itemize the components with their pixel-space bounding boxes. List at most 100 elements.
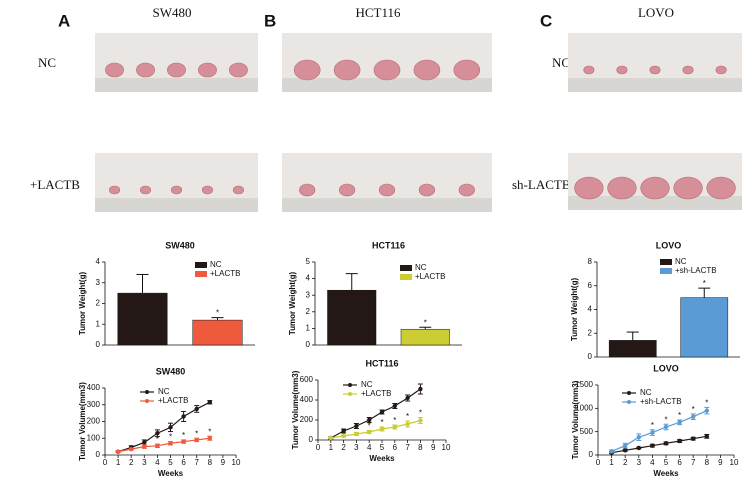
- row-label: NC: [552, 55, 570, 70]
- point: [663, 441, 669, 446]
- point: [341, 428, 346, 434]
- bar: [117, 292, 168, 346]
- y-tick-label: 2: [588, 328, 593, 337]
- bar: [327, 289, 377, 346]
- tumor: [649, 65, 661, 75]
- point: [704, 408, 709, 413]
- bar: [608, 340, 657, 358]
- series-line: [330, 388, 421, 439]
- annotation: *: [208, 427, 211, 436]
- legend-swatch: [195, 271, 207, 277]
- x-tick-label: 1: [116, 458, 121, 467]
- y-tick-label: 200: [87, 417, 101, 426]
- legend-label: NC: [361, 380, 373, 389]
- chart-title: SW480: [165, 240, 195, 250]
- point: [129, 446, 134, 452]
- y-axis-label: Tumor Weight(g): [288, 272, 297, 336]
- y-tick-label: 2: [306, 307, 311, 316]
- bar: [680, 297, 729, 358]
- tumor: [293, 59, 321, 81]
- point: [379, 409, 385, 415]
- point: [677, 438, 682, 444]
- tumor: [453, 59, 481, 81]
- y-tick-label: 1000: [575, 403, 593, 412]
- tumor: [574, 176, 604, 200]
- x-tick-label: 7: [405, 443, 410, 452]
- panel-title: SW480: [153, 5, 192, 20]
- annotation: *: [703, 279, 706, 288]
- annotation: *: [692, 405, 695, 414]
- point: [194, 437, 199, 443]
- legend-swatch: [660, 268, 672, 274]
- tumor: [458, 183, 475, 197]
- y-tick-label: 0: [96, 450, 101, 459]
- series-line: [611, 410, 708, 452]
- point: [418, 386, 423, 392]
- point: [155, 431, 160, 436]
- bar: [400, 328, 450, 346]
- legend-label: NC: [415, 263, 427, 272]
- x-tick-label: 9: [718, 458, 723, 467]
- panel-title: HCT116: [355, 5, 401, 20]
- x-tick-label: 8: [208, 458, 213, 467]
- x-tick-label: 9: [431, 443, 436, 452]
- legend-marker: [348, 392, 352, 396]
- point: [623, 443, 628, 448]
- legend-swatch: [400, 274, 412, 280]
- x-axis-label: Weeks: [158, 469, 184, 478]
- legend-swatch: [660, 259, 672, 265]
- point: [367, 429, 372, 435]
- series-line: [611, 435, 707, 454]
- annotation: *: [651, 421, 654, 430]
- y-axis-label: Tumor Weight(g): [78, 272, 87, 336]
- point: [636, 445, 641, 451]
- point: [328, 435, 333, 441]
- y-tick-label: 0: [306, 340, 311, 349]
- annotation: *: [156, 435, 159, 444]
- y-tick-label: 6: [588, 281, 593, 290]
- annotation: *: [195, 429, 198, 438]
- legend-marker: [145, 399, 149, 403]
- point: [405, 395, 410, 401]
- tumor: [607, 176, 637, 200]
- y-tick-label: 0: [309, 435, 314, 444]
- annotation: *: [182, 431, 185, 440]
- point: [168, 425, 173, 430]
- x-tick-label: 10: [232, 458, 241, 467]
- x-tick-label: 0: [103, 458, 108, 467]
- tumor: [140, 185, 152, 195]
- tumor: [673, 176, 703, 200]
- tumor: [136, 62, 155, 78]
- legend-marker: [348, 383, 352, 387]
- legend-swatch: [195, 262, 207, 268]
- y-tick-label: 1500: [575, 380, 593, 389]
- y-tick-label: 500: [580, 427, 594, 436]
- point: [691, 436, 696, 441]
- x-tick-label: 3: [354, 443, 359, 452]
- legend-label: NC: [210, 260, 222, 269]
- row-label: sh-LACTB: [512, 177, 571, 192]
- legend-label: +LACTB: [415, 272, 445, 281]
- legend-label: +LACTB: [361, 389, 391, 398]
- y-axis-label: Tumor Weight(g): [570, 278, 579, 342]
- tumor: [198, 62, 217, 78]
- y-tick-label: 100: [87, 433, 101, 442]
- ruler: [282, 78, 492, 92]
- y-tick-label: 2: [96, 299, 101, 308]
- point: [392, 424, 397, 430]
- chart-title: LOVO: [653, 363, 679, 373]
- point: [354, 423, 359, 429]
- point: [379, 426, 385, 432]
- x-tick-label: 6: [677, 458, 682, 467]
- point: [704, 434, 709, 439]
- point: [677, 420, 682, 425]
- point: [405, 421, 410, 427]
- tumor: [105, 62, 124, 78]
- x-axis-label: Weeks: [653, 469, 679, 478]
- annotation: *: [664, 415, 667, 424]
- tumor: [109, 185, 121, 195]
- annotation: *: [216, 309, 219, 318]
- x-tick-label: 2: [129, 458, 134, 467]
- y-tick-label: 4: [588, 305, 593, 314]
